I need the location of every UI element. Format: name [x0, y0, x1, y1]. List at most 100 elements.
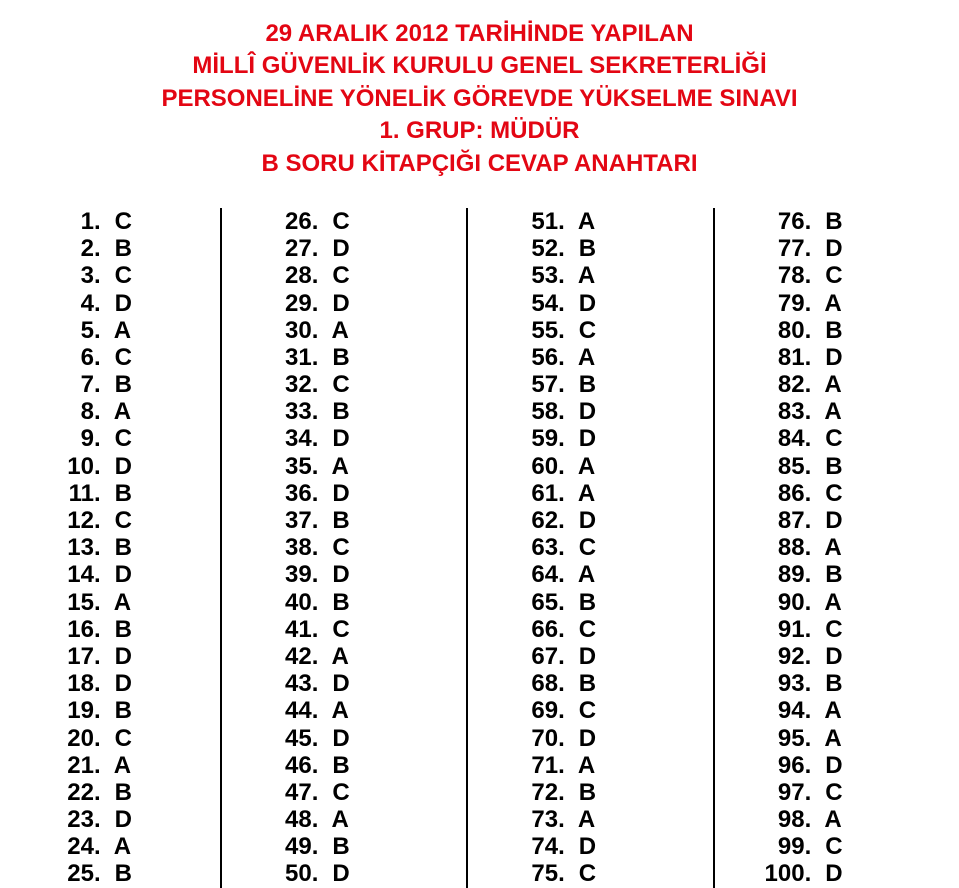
answer-separator: .: [94, 860, 108, 888]
title-line-2: MİLLÎ GÜVENLİK KURULU GENEL SEKRETERLİĞİ: [0, 50, 959, 82]
answer-separator: .: [558, 643, 572, 671]
answer-row: 90. A: [751, 589, 959, 616]
answer-number: 59: [504, 425, 558, 453]
answer-number: 30: [258, 317, 312, 345]
answer-number: 76: [751, 208, 805, 236]
answer-row: 16. B: [40, 616, 220, 643]
answer-separator: .: [94, 725, 108, 753]
answer-row: 66. C: [504, 616, 712, 643]
answer-letter: C: [326, 371, 350, 399]
answer-separator: .: [805, 371, 819, 399]
answer-row: 85. B: [751, 453, 959, 480]
answer-row: 22. B: [40, 779, 220, 806]
answer-separator: .: [805, 779, 819, 807]
answer-row: 53. A: [504, 262, 712, 289]
answer-row: 96. D: [751, 752, 959, 779]
answer-number: 10: [40, 453, 94, 481]
answer-letter: D: [819, 643, 843, 671]
answer-letter: D: [819, 344, 843, 372]
answer-number: 65: [504, 589, 558, 617]
answer-separator: .: [805, 344, 819, 372]
answer-row: 38. C: [258, 534, 466, 561]
answer-separator: .: [805, 561, 819, 589]
answer-letter: D: [572, 425, 596, 453]
answer-separator: .: [94, 507, 108, 535]
answer-letter: D: [819, 507, 843, 535]
answer-separator: .: [312, 317, 326, 345]
answer-letter: D: [572, 643, 596, 671]
answer-letter: A: [108, 589, 131, 617]
answer-number: 61: [504, 480, 558, 508]
answer-number: 34: [258, 425, 312, 453]
answer-number: 98: [751, 806, 805, 834]
answer-number: 47: [258, 779, 312, 807]
answer-letter: A: [572, 208, 595, 236]
answer-row: 80. B: [751, 317, 959, 344]
answer-row: 45. D: [258, 725, 466, 752]
answer-letter: A: [572, 262, 595, 290]
answer-row: 44. A: [258, 697, 466, 724]
answer-letter: A: [108, 833, 131, 861]
answer-separator: .: [805, 480, 819, 508]
answer-number: 60: [504, 453, 558, 481]
answer-row: 76. B: [751, 208, 959, 235]
answer-row: 55. C: [504, 317, 712, 344]
answer-row: 87. D: [751, 507, 959, 534]
answer-number: 18: [40, 670, 94, 698]
answer-number: 55: [504, 317, 558, 345]
answer-number: 97: [751, 779, 805, 807]
answer-number: 1: [40, 208, 94, 236]
answer-separator: .: [805, 317, 819, 345]
answer-number: 58: [504, 398, 558, 426]
answer-row: 14. D: [40, 561, 220, 588]
answer-number: 90: [751, 589, 805, 617]
answer-letter: D: [326, 425, 350, 453]
answer-number: 74: [504, 833, 558, 861]
answer-number: 83: [751, 398, 805, 426]
answer-row: 25. B: [40, 860, 220, 887]
answer-letter: B: [572, 670, 596, 698]
answer-separator: .: [558, 670, 572, 698]
answer-separator: .: [312, 697, 326, 725]
answer-number: 67: [504, 643, 558, 671]
answer-row: 100. D: [751, 860, 959, 887]
answer-row: 9. C: [40, 425, 220, 452]
answer-row: 58. D: [504, 398, 712, 425]
answer-separator: .: [558, 697, 572, 725]
answer-letter: A: [326, 453, 349, 481]
answer-number: 4: [40, 290, 94, 318]
answer-number: 81: [751, 344, 805, 372]
answer-separator: .: [805, 643, 819, 671]
answer-row: 79. A: [751, 290, 959, 317]
answer-number: 7: [40, 371, 94, 399]
answer-separator: .: [94, 561, 108, 589]
answer-letter: D: [572, 507, 596, 535]
answer-letter: B: [108, 371, 132, 399]
answer-number: 52: [504, 235, 558, 263]
answer-separator: .: [94, 589, 108, 617]
answer-number: 16: [40, 616, 94, 644]
answer-number: 11: [40, 480, 94, 508]
answer-separator: .: [94, 235, 108, 263]
answer-number: 39: [258, 561, 312, 589]
answer-letter: C: [108, 725, 132, 753]
answer-separator: .: [805, 262, 819, 290]
answer-letter: D: [326, 480, 350, 508]
answer-number: 79: [751, 290, 805, 318]
answer-row: 95. A: [751, 725, 959, 752]
answer-letter: C: [572, 534, 596, 562]
answer-number: 40: [258, 589, 312, 617]
answer-letter: A: [326, 697, 349, 725]
answer-letter: D: [108, 670, 132, 698]
answer-letter: D: [108, 806, 132, 834]
answer-row: 60. A: [504, 453, 712, 480]
answer-separator: .: [558, 317, 572, 345]
answer-number: 3: [40, 262, 94, 290]
answer-letter: A: [572, 453, 595, 481]
answer-row: 88. A: [751, 534, 959, 561]
answer-separator: .: [312, 643, 326, 671]
answer-separator: .: [94, 290, 108, 318]
answer-row: 19. B: [40, 697, 220, 724]
answer-number: 28: [258, 262, 312, 290]
answer-number: 44: [258, 697, 312, 725]
